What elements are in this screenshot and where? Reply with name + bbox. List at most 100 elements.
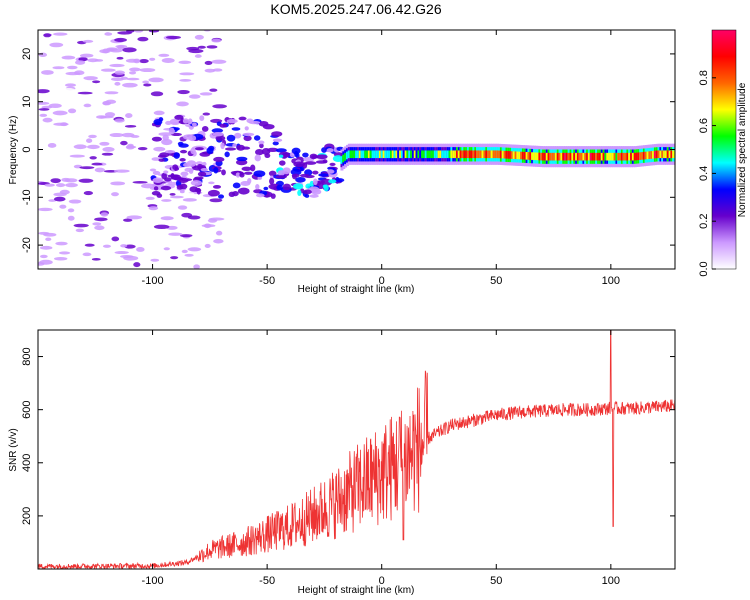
spectrogram-ridge-cell: [351, 150, 355, 159]
spectrogram-ridge-cell: [463, 150, 467, 159]
spectrogram-ridge-cell: [459, 150, 463, 159]
spectrogram-ridge-cell: [617, 152, 621, 161]
spectrogram-transition-blob: [158, 158, 165, 162]
spectrogram-ridge-cell: [549, 152, 553, 161]
spectrogram-transition-blob: [255, 184, 260, 190]
spectrogram-ridge-cell: [415, 150, 419, 159]
spectrogram-transition-blob: [190, 180, 203, 186]
spectrogram-ridge-cell: [340, 156, 344, 164]
spectrogram-transition-blob: [292, 183, 304, 190]
spectrogram-noise-blob: [133, 30, 144, 33]
spectrogram-noise-blob: [38, 108, 50, 111]
spectrogram-ridge-cell: [386, 150, 390, 159]
spectrogram-noise-blob: [38, 207, 53, 212]
snr-panel: -100 -50 0 50 100 200 400 600 800 Height of stra…: [8, 329, 676, 596]
colorbar: 0.0 0.2 0.4 0.6 0.8 Normalized spectral ampl…: [698, 29, 748, 277]
spectrogram-transition-blob: [156, 193, 163, 198]
spectrogram-transition-blob: [168, 127, 175, 135]
spectrogram-transition-blob: [282, 167, 291, 175]
spectrogram-ridge-cell: [597, 152, 601, 161]
spectrogram-noise-blob: [129, 71, 137, 75]
spectrogram-noise-blob: [114, 251, 129, 255]
spectrogram-ridge-cell: [626, 152, 630, 161]
spectrogram-noise-blob: [52, 110, 68, 116]
spectrogram-transition-blob: [220, 142, 225, 150]
spectrogram-noise-blob: [100, 68, 116, 72]
spectrogram-transition-blob: [253, 135, 261, 141]
spectrogram-ridge-cell: [366, 150, 370, 159]
spectrogram-ridge-cell: [518, 151, 522, 160]
spectrogram-noise-blob: [92, 222, 102, 226]
spectrogram-ridge-cell: [575, 152, 579, 161]
spectrogram-ridge-cell: [633, 152, 637, 161]
spectrogram-ridge-cell: [488, 150, 492, 159]
spectrogram-transition-blob: [171, 132, 182, 137]
spectrogram-ridge-cell: [547, 152, 551, 161]
spectrogram-transition-blob: [326, 148, 334, 153]
spectrogram-transition-blob: [293, 161, 306, 168]
spectrogram-transition-blob: [197, 163, 203, 170]
spectrogram-noise-blob: [58, 251, 71, 255]
spectrogram-ridge-cell: [410, 150, 414, 159]
spectrogram-noise-blob: [133, 58, 141, 64]
spectrogram-transition-blob: [197, 171, 207, 177]
spectrogram-ridge-cell: [358, 150, 362, 159]
spectrogram-noise-blob: [179, 72, 195, 76]
spectrogram-ridge-cell: [384, 150, 388, 159]
spectrogram-ridge-cell: [395, 150, 399, 159]
spectrogram-noise-blob: [145, 196, 155, 200]
colorbar-tick-label: 0.6: [698, 118, 710, 133]
spectrogram-ridge-cell: [532, 152, 536, 161]
spectrogram-ridge-cell: [477, 150, 481, 159]
spectrogram-ridge-cell: [613, 152, 617, 161]
spectrogram-noise-blob: [209, 198, 223, 203]
spectrogram-ridge-cell: [393, 150, 397, 159]
spectrogram-noise-blob: [163, 247, 170, 251]
spectrogram-noise-blob: [177, 89, 190, 95]
spectrogram-transition-blob: [250, 164, 256, 172]
spectrogram-noise-blob: [100, 212, 109, 217]
spectrogram-noise-blob: [211, 59, 227, 64]
spectrogram-ridge-cell: [510, 151, 514, 159]
spectrogram-ridge-cell: [520, 151, 524, 160]
snr-xtick-label: -100: [142, 575, 164, 587]
spectrogram-noise-blob: [39, 245, 53, 250]
spectrogram-noise-blob: [94, 59, 104, 62]
spectrogram-noise-blob: [208, 217, 225, 221]
spectrogram-ytick-label: 20: [21, 48, 33, 60]
spectrogram-transition-blob: [295, 176, 306, 183]
spectrogram-ridge-cell: [538, 152, 542, 161]
spectrogram-noise-blob: [67, 208, 75, 213]
spectrogram-noise-blob: [114, 37, 127, 43]
spectrogram-ridge-cell: [397, 150, 401, 159]
colorbar-ticks: 0.0 0.2 0.4 0.6 0.8: [698, 70, 716, 277]
spectrogram-noise-blob: [117, 31, 132, 35]
snr-axes: -100 -50 0 50 100 200 400 600 800: [21, 330, 675, 587]
spectrogram-transition-blob: [196, 187, 201, 195]
spectrogram-transition-blob: [240, 181, 251, 187]
colorbar-strip: [711, 29, 737, 270]
spectrogram-ridge-cell: [554, 152, 558, 161]
spectrogram-noise-blob: [39, 113, 48, 117]
snr-ytick-label: 400: [21, 454, 33, 472]
spectrogram-transition-blob: [290, 168, 302, 176]
spectrogram-noise-blob: [126, 145, 137, 149]
snr-plot-area: [38, 330, 675, 569]
spectrogram-ridge-cell: [587, 152, 591, 161]
spectrogram-transition-blob: [151, 136, 162, 142]
spectrogram-ridge-cell: [369, 150, 373, 159]
spectrogram-noise-blob: [41, 70, 54, 75]
spectrogram-noise-blob: [176, 101, 189, 107]
spectrogram-noise-blob: [126, 77, 140, 81]
spectrogram-ridge-cell: [472, 150, 476, 159]
spectrogram-noise-blob: [204, 60, 213, 66]
spectrogram-noise-blob: [109, 133, 124, 138]
spectrogram-noise-blob: [182, 36, 192, 42]
spectrogram-ridge-cell: [556, 152, 560, 161]
spectrogram-noise-blob: [212, 68, 223, 72]
spectrogram-noise-blob: [126, 215, 143, 220]
spectrogram-noise-blob: [204, 243, 211, 249]
spectrogram-ridge-cell: [446, 150, 450, 159]
spectrogram-ridge-cell: [578, 152, 582, 161]
spectrogram-ridge-cell: [505, 150, 509, 159]
